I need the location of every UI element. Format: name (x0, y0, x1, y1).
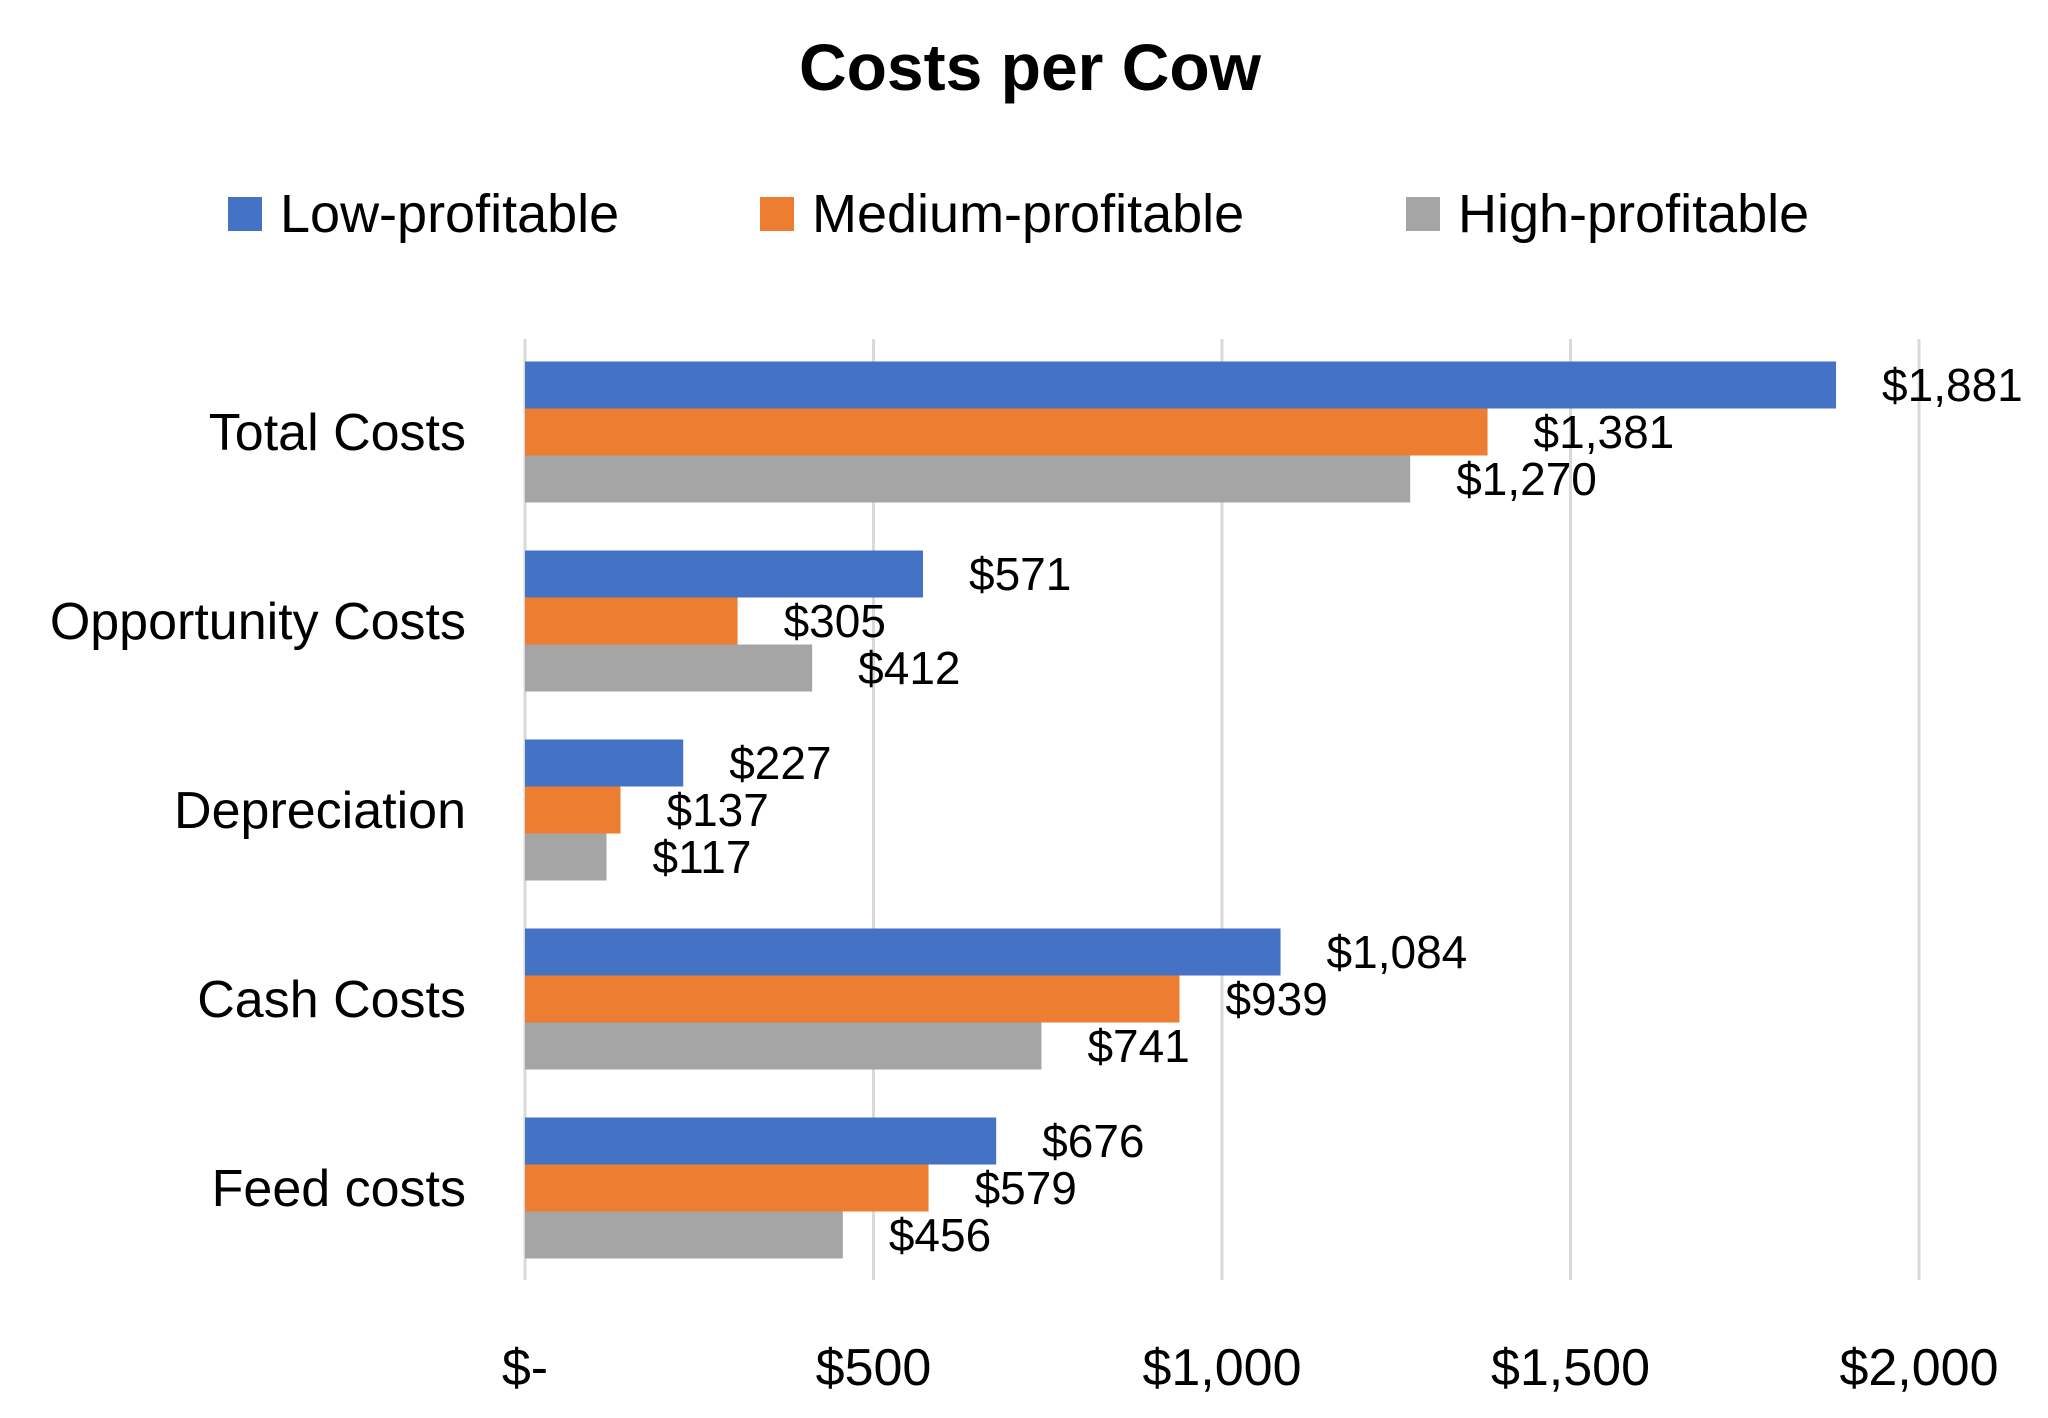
data-label: $1,881 (1882, 359, 2023, 411)
data-label: $939 (1225, 973, 1327, 1025)
legend-swatch (228, 197, 262, 231)
legend: Low-profitable Medium-profitable High-prof… (228, 184, 1809, 244)
bar (525, 597, 738, 645)
bar (525, 1164, 929, 1212)
bar (525, 644, 813, 692)
category-label: Cash Costs (197, 971, 466, 1029)
data-label: $117 (653, 831, 752, 883)
bar (525, 739, 684, 787)
category-labels: Total Costs Opportunity Costs Depreciation… (50, 404, 466, 1218)
bar (525, 455, 1411, 503)
data-label: $676 (1042, 1115, 1144, 1167)
x-tick-label: $- (502, 1339, 548, 1397)
bar (525, 408, 1488, 456)
bar (525, 1117, 997, 1165)
bar (525, 1022, 1042, 1070)
legend-label: Medium-profitable (812, 184, 1244, 244)
data-label: $227 (729, 737, 831, 789)
legend-label: High-profitable (1458, 184, 1809, 244)
x-tick-label: $2,000 (1839, 1339, 1998, 1397)
data-label: $741 (1087, 1020, 1189, 1072)
bar (525, 550, 923, 598)
data-label: $1,270 (1456, 453, 1597, 505)
data-label: $137 (666, 784, 768, 836)
data-label: $305 (784, 595, 886, 647)
x-axis-tick-labels: $- $500 $1,000 $1,500 $2,000 (502, 1339, 1999, 1397)
data-label: $1,381 (1534, 406, 1675, 458)
bar (525, 1211, 843, 1259)
bar (525, 361, 1837, 409)
data-label: $412 (858, 642, 960, 694)
bar (525, 786, 621, 834)
category-label: Feed costs (212, 1160, 466, 1218)
legend-swatch (1406, 197, 1440, 231)
data-label: $571 (969, 548, 1071, 600)
data-label: $1,084 (1327, 926, 1468, 978)
category-label: Depreciation (174, 782, 466, 840)
data-label: $579 (975, 1162, 1077, 1214)
bars: $1,881$1,381$1,270$571$305$412$227$137$1… (525, 359, 2023, 1261)
bar (525, 928, 1281, 976)
category-label: Total Costs (209, 404, 466, 462)
bar (525, 975, 1180, 1023)
legend-label: Low-profitable (280, 184, 619, 244)
category-label: Opportunity Costs (50, 593, 466, 651)
data-label: $456 (889, 1209, 991, 1261)
x-tick-label: $1,500 (1491, 1339, 1650, 1397)
x-tick-label: $500 (816, 1339, 932, 1397)
legend-swatch (760, 197, 794, 231)
chart-title: Costs per Cow (799, 30, 1262, 104)
x-tick-label: $1,000 (1142, 1339, 1301, 1397)
bar (525, 833, 607, 881)
